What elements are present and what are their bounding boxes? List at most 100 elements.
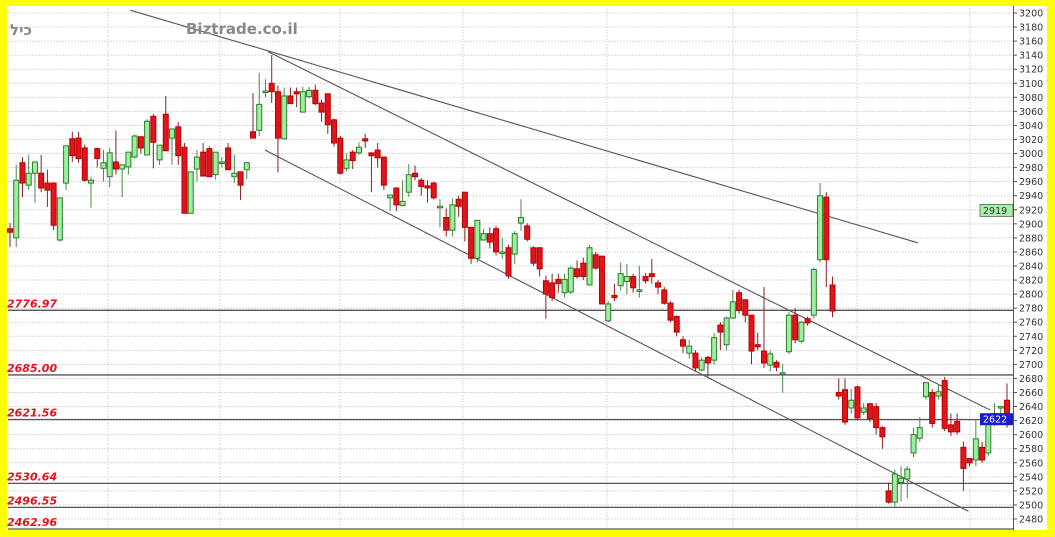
candle — [44, 169, 51, 207]
candle — [567, 266, 574, 295]
candle-body — [343, 159, 350, 169]
candle-body — [25, 172, 32, 186]
candle-body — [916, 427, 923, 439]
candle-body — [960, 446, 967, 469]
candle — [779, 364, 786, 393]
candle-body — [387, 194, 394, 199]
candle-body — [299, 91, 306, 113]
candle-body — [667, 302, 674, 321]
level-label: 2462.96 — [7, 516, 57, 529]
candle — [250, 93, 257, 139]
candle-body — [193, 156, 200, 170]
candle — [318, 99, 325, 122]
axis-tick-label: 2680 — [1019, 374, 1043, 385]
axis-tick-label: 3000 — [1019, 149, 1043, 160]
candle-body — [312, 89, 319, 105]
candle — [468, 226, 475, 264]
candle-body — [287, 95, 294, 105]
candle — [922, 382, 929, 400]
candle — [281, 87, 288, 140]
candle-body — [648, 273, 655, 278]
candle-body — [94, 148, 101, 159]
candle-body — [393, 187, 400, 206]
candle — [954, 413, 961, 435]
axis-tick-label: 2900 — [1019, 219, 1043, 230]
candle — [25, 154, 32, 191]
candle-body — [212, 151, 219, 176]
axis-tick-label: 2600 — [1019, 430, 1043, 441]
candle-body — [598, 255, 605, 305]
marker-price-label: 2919 — [983, 206, 1007, 217]
candle-body — [898, 477, 905, 483]
candle — [125, 151, 132, 175]
candle — [268, 55, 275, 103]
candle-body — [63, 145, 70, 184]
candle-body — [281, 95, 288, 140]
candle-body — [50, 182, 57, 226]
candle — [387, 194, 394, 212]
candle — [667, 301, 674, 323]
candle-body — [274, 91, 281, 139]
candle-body — [817, 195, 824, 261]
candle-body — [243, 162, 250, 171]
axis-tick-label: 2720 — [1019, 346, 1043, 357]
candle-body — [848, 399, 855, 409]
candle — [860, 403, 867, 415]
candle-body — [262, 90, 269, 94]
candle-body — [891, 473, 898, 503]
candle — [580, 257, 587, 281]
candle — [193, 150, 200, 182]
candle — [206, 146, 213, 178]
candle — [243, 162, 250, 179]
candle-body — [592, 254, 599, 269]
candle — [331, 118, 338, 147]
candle — [299, 86, 306, 113]
candle — [686, 339, 693, 359]
candle-body — [611, 295, 618, 299]
candle-body — [250, 131, 257, 139]
candle-body — [461, 191, 468, 228]
candle-body — [480, 233, 487, 241]
candle-body — [717, 324, 724, 333]
axis-tick-label: 2800 — [1019, 290, 1043, 301]
candle — [760, 287, 767, 368]
candle-body — [866, 403, 873, 420]
candle — [69, 131, 76, 162]
candle-body — [935, 391, 942, 397]
level-label: 2496.55 — [7, 494, 57, 507]
candle-body — [524, 225, 531, 240]
candle-body — [418, 179, 425, 188]
candle — [443, 208, 450, 237]
candle-body — [760, 350, 767, 364]
axis-tick-label: 2500 — [1019, 500, 1043, 511]
axis-tick-label: 2640 — [1019, 402, 1043, 413]
chart-panel — [7, 6, 1047, 530]
candle — [835, 378, 842, 400]
candle-body — [231, 172, 238, 178]
candle-body — [885, 490, 892, 503]
candle — [412, 165, 419, 181]
candle-body — [854, 386, 861, 419]
last-price-box — [980, 413, 1013, 426]
candle — [218, 157, 225, 168]
axis-tick-label: 3180 — [1019, 23, 1043, 34]
candle-body — [88, 179, 95, 184]
candle-body — [175, 126, 182, 157]
candle-body — [293, 91, 300, 95]
candle-body — [823, 196, 830, 261]
candle — [524, 223, 531, 242]
candle-body — [605, 303, 612, 322]
trendlines — [130, 9, 991, 512]
candle — [343, 153, 350, 172]
candle-body — [617, 273, 624, 287]
candle-body — [200, 151, 207, 177]
candle — [698, 357, 705, 372]
candle-body — [804, 318, 811, 324]
candle-body — [468, 226, 475, 259]
candle-body — [773, 361, 780, 368]
axis-tick-label: 2860 — [1019, 247, 1043, 258]
axis-tick-label: 2660 — [1019, 388, 1043, 399]
axis-tick-label: 3040 — [1019, 121, 1043, 132]
candle-body — [561, 278, 568, 294]
